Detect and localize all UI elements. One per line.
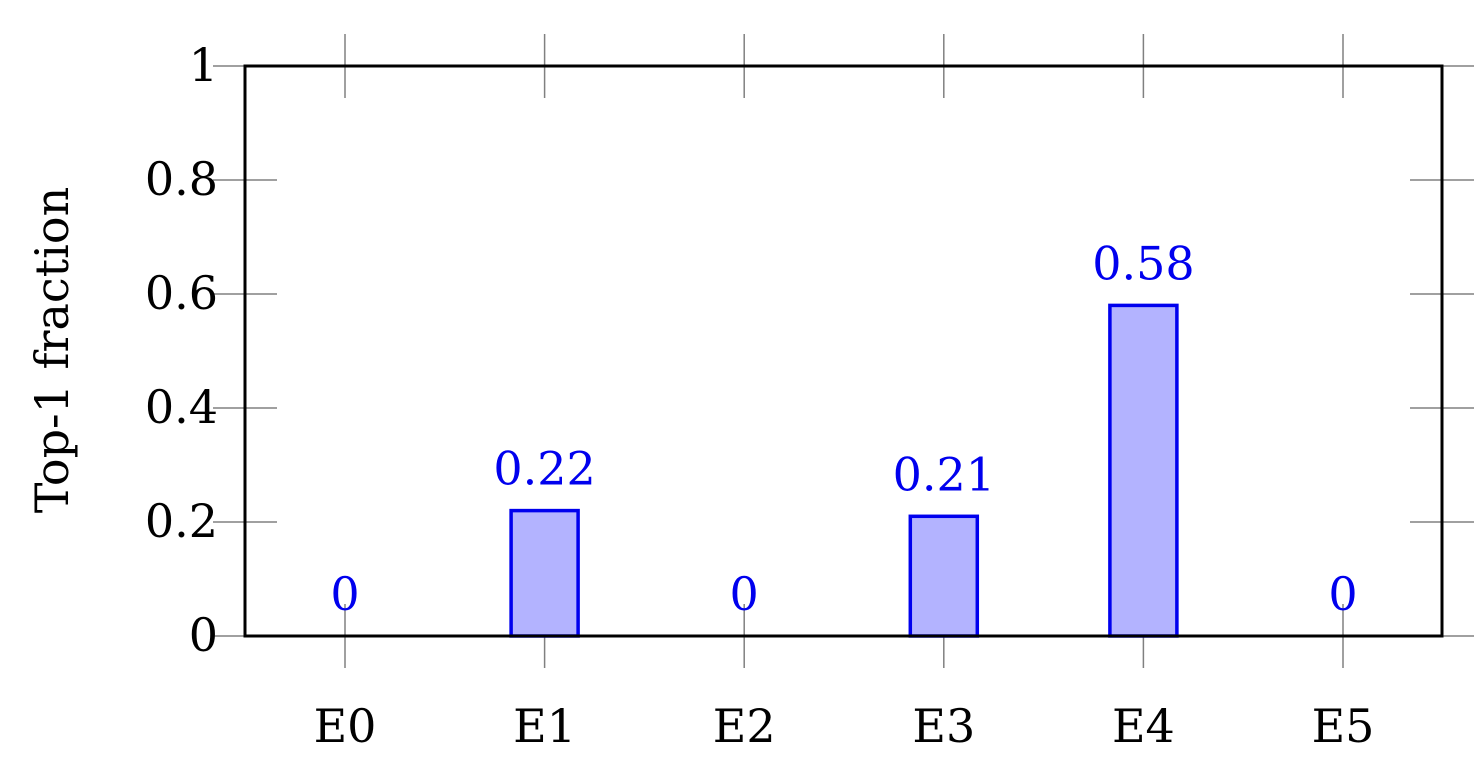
data-labels: 0 0.22 0 0.21 0.58 0 bbox=[330, 236, 1357, 621]
y-tick-label: 0.2 bbox=[145, 494, 218, 548]
bar bbox=[908, 514, 980, 638]
x-tick-label: E4 bbox=[1112, 699, 1175, 753]
x-tick-label: E2 bbox=[713, 699, 776, 753]
y-tick-label: 0.8 bbox=[145, 152, 218, 206]
y-tick-label: 0.4 bbox=[145, 380, 218, 434]
data-label: 0 bbox=[330, 567, 359, 621]
bar bbox=[509, 508, 580, 638]
x-tick-label: E0 bbox=[314, 699, 377, 753]
y-tick-labels: 0 0.2 0.4 0.6 0.8 1 bbox=[145, 38, 218, 662]
x-tick-labels: E0 E1 E2 E3 E4 E5 bbox=[314, 699, 1375, 753]
data-label: 0.21 bbox=[893, 447, 995, 501]
x-tick-label: E1 bbox=[513, 699, 576, 753]
bar bbox=[1108, 303, 1179, 638]
x-tick-label: E3 bbox=[912, 699, 975, 753]
y-tick-label: 0.6 bbox=[145, 266, 218, 320]
data-label: 0 bbox=[1328, 567, 1357, 621]
y-tick-label: 0 bbox=[189, 608, 218, 662]
data-label: 0 bbox=[730, 567, 759, 621]
bars bbox=[509, 303, 1179, 638]
y-axis-title: Top-1 fraction bbox=[25, 187, 79, 513]
data-label: 0.58 bbox=[1092, 236, 1194, 290]
y-tick-label: 1 bbox=[189, 38, 218, 92]
data-label: 0.22 bbox=[493, 442, 595, 496]
plot-frame bbox=[243, 64, 1444, 638]
axis-ticks bbox=[213, 34, 1474, 668]
x-tick-label: E5 bbox=[1312, 699, 1375, 753]
